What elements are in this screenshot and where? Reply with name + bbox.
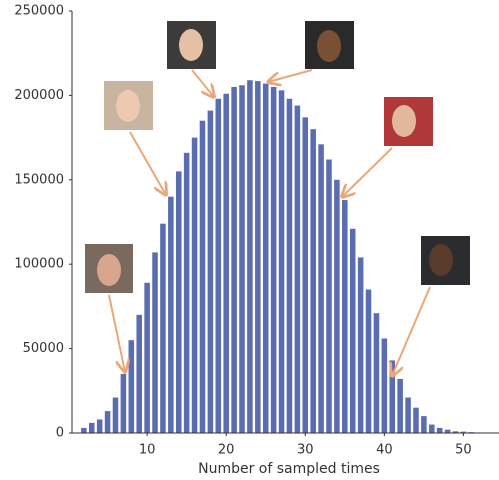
bar <box>239 85 245 433</box>
bar <box>168 197 174 433</box>
bar <box>208 111 214 433</box>
bar <box>318 144 324 433</box>
bar <box>223 94 229 433</box>
bar <box>200 121 206 433</box>
face-image <box>305 21 354 69</box>
bar <box>287 99 293 433</box>
bar <box>89 423 95 433</box>
y-tick-label: 250000 <box>14 4 64 19</box>
bar <box>397 379 403 433</box>
bar <box>303 117 309 433</box>
bar <box>113 398 119 433</box>
annotation-arrow <box>192 70 214 97</box>
annotation-arrow <box>268 70 312 82</box>
bar <box>295 106 301 433</box>
x-tick-label: 30 <box>297 443 314 458</box>
bar <box>136 315 142 433</box>
x-tick-label: 20 <box>218 443 235 458</box>
annotation-arrow <box>109 295 125 372</box>
x-tick-label: 50 <box>455 443 472 458</box>
bar <box>413 408 419 433</box>
bar <box>105 411 111 433</box>
bar <box>279 90 285 433</box>
bar <box>382 338 388 433</box>
y-tick-label: 200000 <box>14 88 64 103</box>
y-tick-label: 0 <box>56 426 64 441</box>
bar <box>176 171 182 433</box>
bar <box>192 138 198 433</box>
bar <box>160 224 166 433</box>
bar <box>358 257 364 433</box>
bar <box>334 180 340 433</box>
annotation-arrow <box>392 287 430 376</box>
face-image <box>421 236 470 285</box>
bar <box>310 129 316 433</box>
bar <box>129 340 135 433</box>
face-image <box>104 81 153 130</box>
bar <box>81 428 87 433</box>
bar <box>216 99 222 433</box>
bar <box>152 252 158 433</box>
face-image <box>167 21 216 69</box>
face-image <box>384 97 433 146</box>
y-tick-label: 100000 <box>14 257 64 272</box>
bar <box>326 160 332 433</box>
bar <box>342 200 348 433</box>
bar <box>144 283 150 433</box>
x-tick-label: 10 <box>139 443 156 458</box>
annotation-arrow <box>130 132 166 195</box>
bar <box>97 419 103 433</box>
bar <box>184 153 190 433</box>
bar <box>445 430 451 433</box>
bar <box>421 416 427 433</box>
x-axis-label: Number of sampled times <box>198 461 380 477</box>
bar <box>366 290 372 433</box>
y-tick-label: 50000 <box>23 341 64 356</box>
bar <box>405 398 411 433</box>
chart: Number of sampled times 0 50000 100000 1500… <box>0 0 499 480</box>
bar <box>350 229 356 433</box>
bar <box>247 80 253 433</box>
bar <box>263 84 269 433</box>
annotation-arrow <box>342 148 392 197</box>
bar <box>374 313 380 433</box>
y-tick-label: 150000 <box>14 172 64 187</box>
face-annotations <box>85 21 470 376</box>
bar <box>429 425 435 433</box>
x-tick-label: 40 <box>376 443 393 458</box>
bar <box>255 81 261 433</box>
bar <box>121 374 127 433</box>
bar <box>437 428 443 433</box>
bar <box>271 87 277 433</box>
face-image <box>85 244 133 293</box>
bar <box>231 87 237 433</box>
